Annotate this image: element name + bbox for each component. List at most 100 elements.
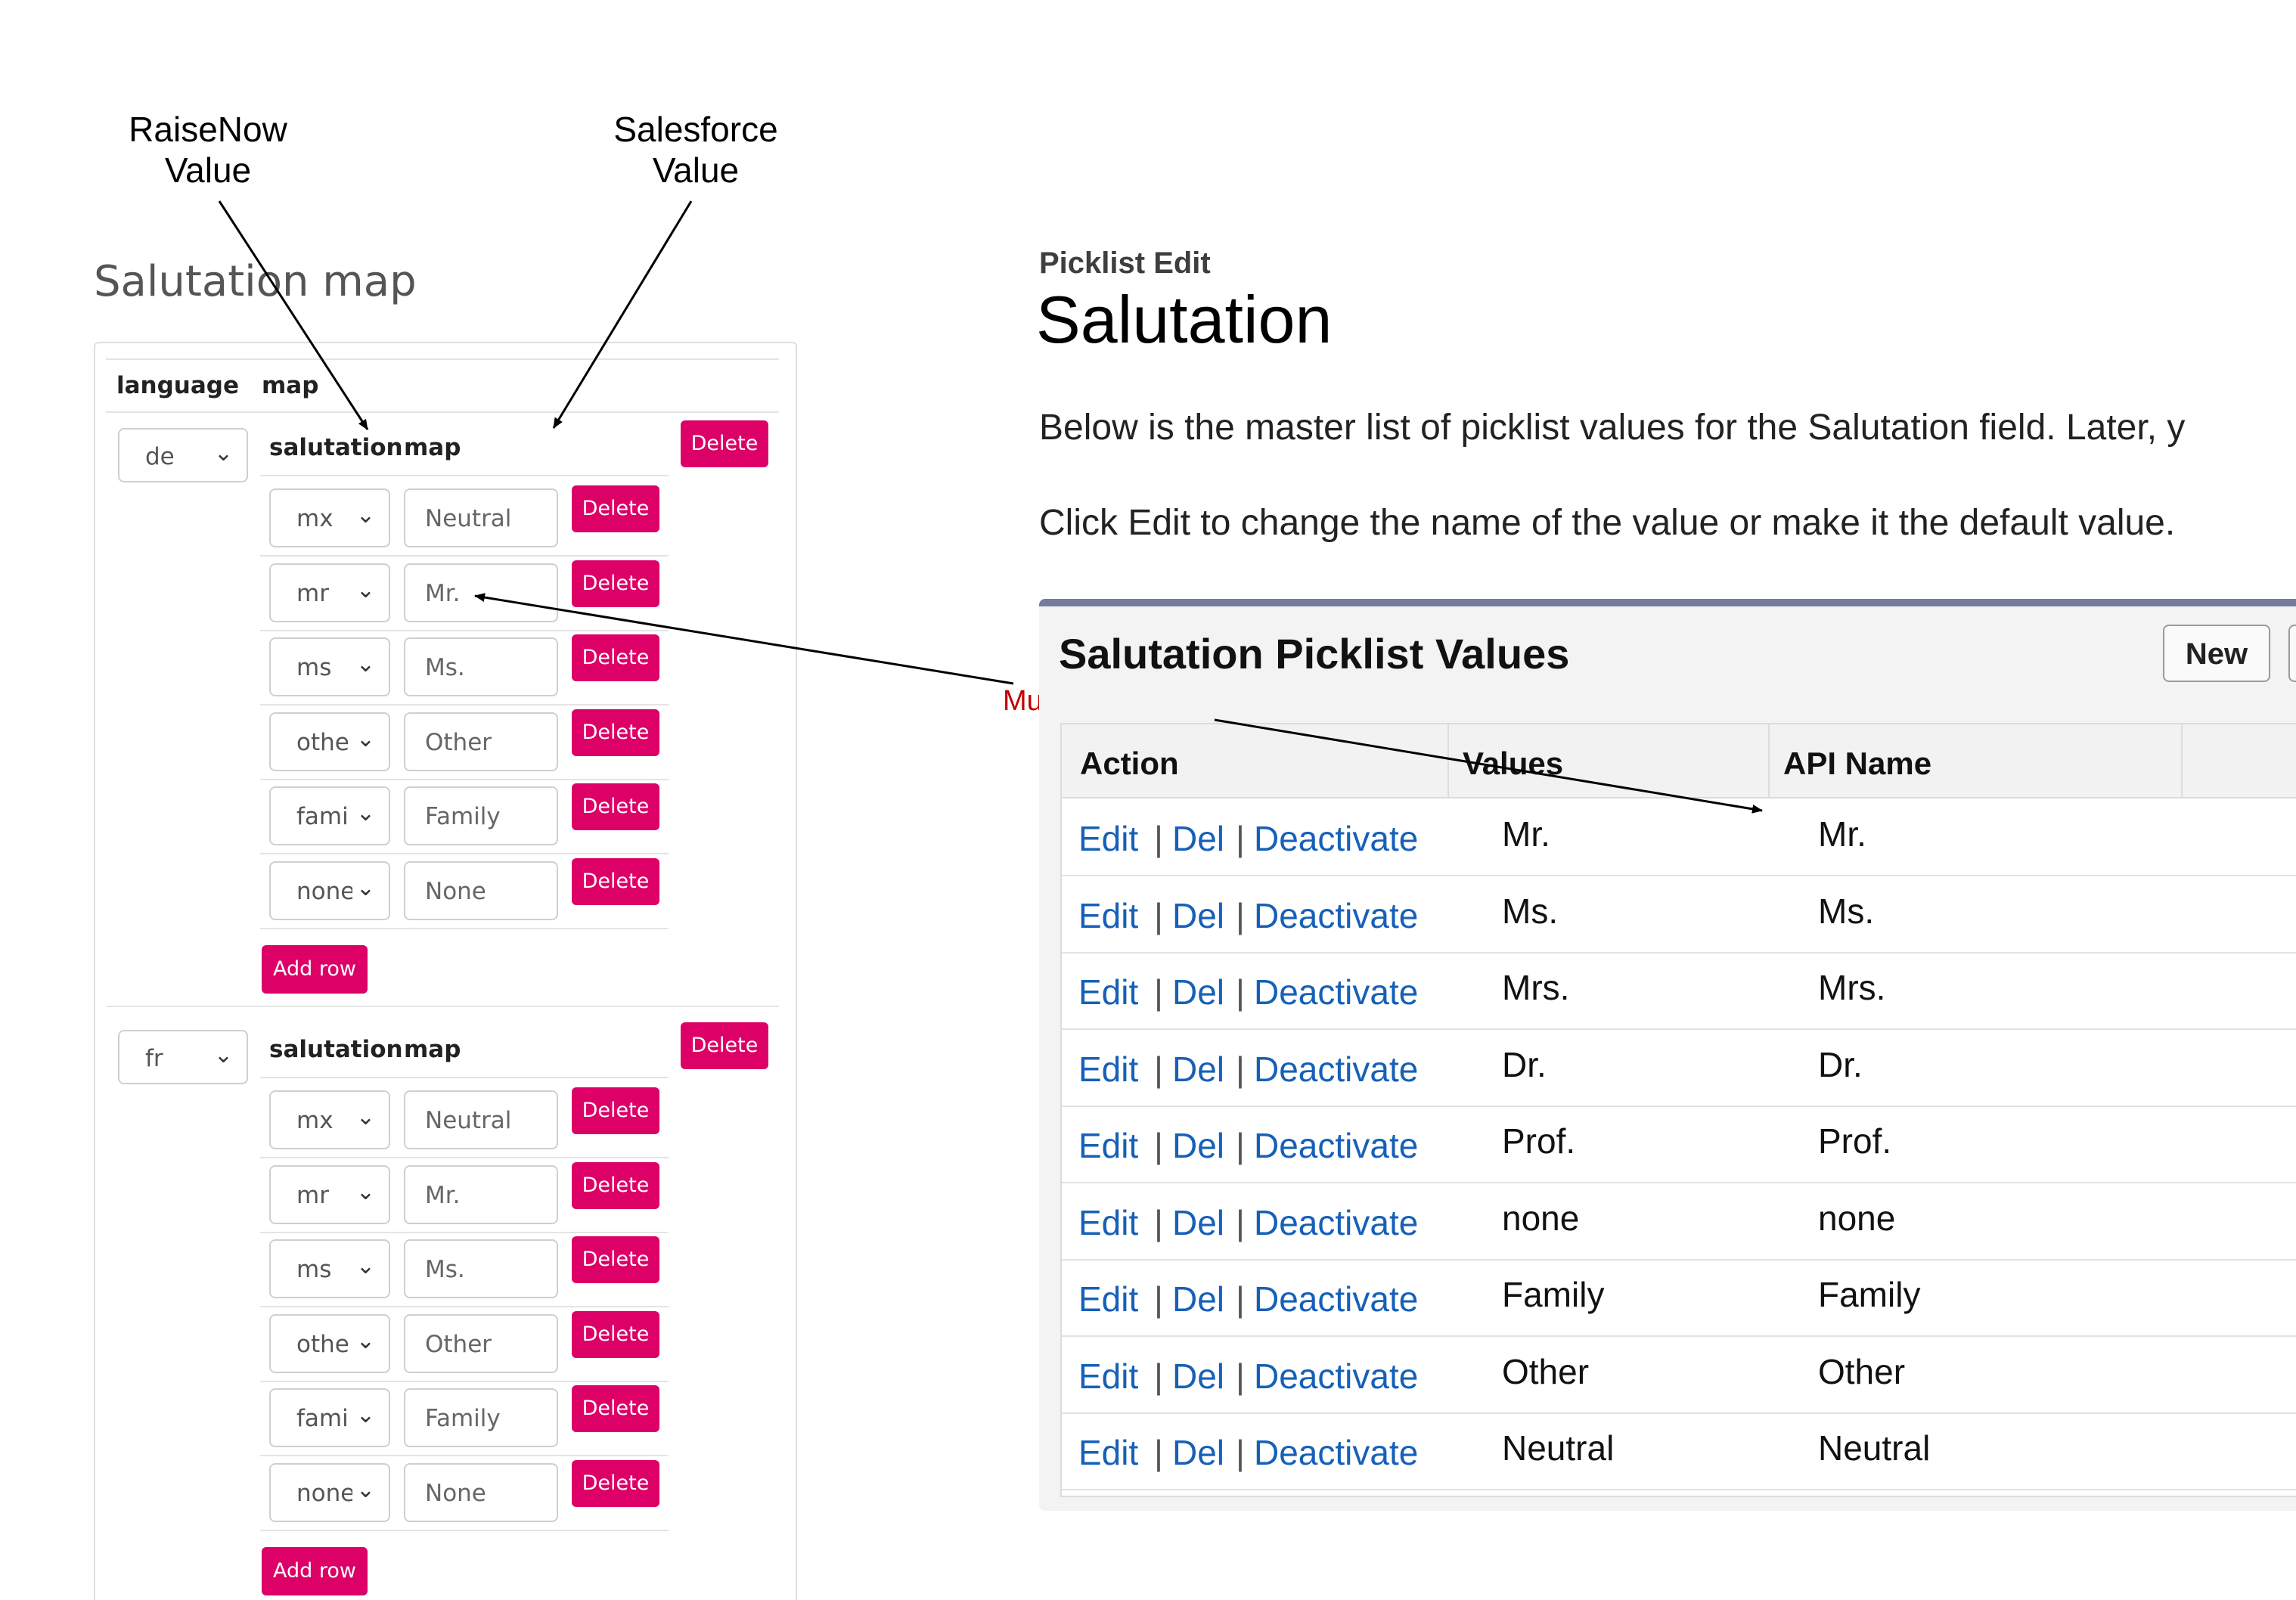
language-select[interactable]: de ⌄ <box>118 428 248 482</box>
salutation-map-input[interactable]: Other <box>404 1313 558 1373</box>
edit-link[interactable]: Edit <box>1078 1279 1139 1319</box>
salutation-key-select[interactable]: fami ⌄ <box>269 786 390 845</box>
salutation-map-input[interactable]: Neutral <box>404 1090 558 1149</box>
language-select[interactable]: fr ⌄ <box>118 1030 248 1084</box>
salutation-map-value: None <box>425 1479 486 1507</box>
salutation-key-select[interactable]: ms ⌄ <box>269 1239 390 1298</box>
deactivate-link[interactable]: Deactivate <box>1254 1433 1419 1472</box>
salutation-key-select[interactable]: none ⌄ <box>269 860 390 920</box>
edit-link[interactable]: Edit <box>1078 1202 1139 1242</box>
card-title: Salutation Picklist Values <box>1059 630 1570 678</box>
salutation-map-input[interactable]: Mr. <box>404 563 558 622</box>
edit-link[interactable]: Edit <box>1078 895 1139 935</box>
delete-row-button[interactable]: Delete <box>572 634 659 681</box>
table-row: Edit | Del | Deactivate Mrs. Mrs. <box>1062 952 2296 1030</box>
edit-link[interactable]: Edit <box>1078 1049 1139 1089</box>
new-button[interactable]: New <box>2163 625 2270 682</box>
salutation-map-input[interactable]: Ms. <box>404 637 558 696</box>
salutation-key-select[interactable]: othe ⌄ <box>269 712 390 771</box>
delete-row-button[interactable]: Delete <box>572 1087 659 1134</box>
del-link[interactable]: Del <box>1172 1356 1225 1396</box>
reorder-button[interactable] <box>2288 625 2296 682</box>
add-row-button[interactable]: Add row <box>262 945 368 994</box>
page-title: Salutation <box>1036 282 1333 357</box>
salutation-map-input[interactable]: None <box>404 1462 558 1522</box>
salutation-key-select[interactable]: othe ⌄ <box>269 1313 390 1373</box>
add-row-button[interactable]: Add row <box>262 1547 368 1595</box>
salutation-key-value: none <box>296 1479 352 1507</box>
salutation-key-select[interactable]: mx ⌄ <box>269 1090 390 1149</box>
salutation-map-input[interactable]: None <box>404 860 558 920</box>
del-link[interactable]: Del <box>1172 895 1225 935</box>
delete-row-button[interactable]: Delete <box>572 560 659 607</box>
separator: | <box>1236 1202 1245 1242</box>
delete-row-button[interactable]: Delete <box>572 857 659 905</box>
chevron-down-icon: ⌄ <box>355 874 375 901</box>
salutation-map-title: Salutation map <box>94 257 417 306</box>
chevron-down-icon: ⌄ <box>355 1402 375 1428</box>
deactivate-link[interactable]: Deactivate <box>1254 972 1419 1012</box>
del-link[interactable]: Del <box>1172 1126 1225 1165</box>
api-name-cell: Dr. <box>1818 1044 1863 1084</box>
delete-language-button[interactable]: Delete <box>681 1022 768 1069</box>
salutation-key-select[interactable]: mr ⌄ <box>269 563 390 622</box>
divider <box>260 927 669 929</box>
delete-row-button[interactable]: Delete <box>572 1459 659 1507</box>
delete-language-button[interactable]: Delete <box>681 420 768 467</box>
separator: | <box>1236 1049 1245 1089</box>
delete-row-button[interactable]: Delete <box>572 1310 659 1358</box>
separator: | <box>1236 1433 1245 1472</box>
table-row: Edit | Del | Deactivate Prof. Prof. <box>1062 1105 2296 1183</box>
salutation-map-input[interactable]: Family <box>404 1388 558 1447</box>
separator: | <box>1236 1126 1245 1165</box>
deactivate-link[interactable]: Deactivate <box>1254 1356 1419 1396</box>
edit-link[interactable]: Edit <box>1078 972 1139 1012</box>
salutation-key-select[interactable]: none ⌄ <box>269 1462 390 1522</box>
value-cell: Prof. <box>1502 1121 1576 1161</box>
table-row: Edit | Del | Deactivate Other Other <box>1062 1336 2296 1414</box>
del-link[interactable]: Del <box>1172 1279 1225 1319</box>
raisenow-value-label: RaiseNow Value <box>121 109 295 191</box>
deactivate-link[interactable]: Deactivate <box>1254 819 1419 858</box>
delete-row-button[interactable]: Delete <box>572 485 659 532</box>
delete-row-button[interactable]: Delete <box>572 1161 659 1209</box>
salutation-map-input[interactable]: Other <box>404 712 558 771</box>
salutation-map-input[interactable]: Family <box>404 786 558 845</box>
salutation-key-select[interactable]: ms ⌄ <box>269 637 390 696</box>
salutation-key-value: ms <box>296 654 332 681</box>
salutation-subheader: salutation <box>269 1036 403 1063</box>
del-link[interactable]: Del <box>1172 819 1225 858</box>
deactivate-link[interactable]: Deactivate <box>1254 1279 1419 1319</box>
del-link[interactable]: Del <box>1172 1049 1225 1089</box>
language-select-value: fr <box>145 1045 163 1072</box>
delete-row-button[interactable]: Delete <box>572 1385 659 1432</box>
delete-row-button[interactable]: Delete <box>572 783 659 830</box>
edit-link[interactable]: Edit <box>1078 1433 1139 1472</box>
del-link[interactable]: Del <box>1172 972 1225 1012</box>
column-separator <box>1447 724 1449 797</box>
chevron-down-icon: ⌄ <box>355 800 375 826</box>
raisenow-label-line2: Value <box>164 150 252 190</box>
delete-row-button[interactable]: Delete <box>572 1236 659 1283</box>
divider <box>106 1006 779 1007</box>
deactivate-link[interactable]: Deactivate <box>1254 1049 1419 1089</box>
del-link[interactable]: Del <box>1172 1202 1225 1242</box>
raisenow-label-line1: RaiseNow <box>129 110 287 149</box>
salutation-map-input[interactable]: Neutral <box>404 488 558 547</box>
salutation-key-select[interactable]: mr ⌄ <box>269 1164 390 1224</box>
delete-row-button[interactable]: Delete <box>572 709 659 756</box>
del-link[interactable]: Del <box>1172 1433 1225 1472</box>
deactivate-link[interactable]: Deactivate <box>1254 895 1419 935</box>
salutation-map-input[interactable]: Ms. <box>404 1239 558 1298</box>
salutation-key-select[interactable]: fami ⌄ <box>269 1388 390 1447</box>
salutation-map-input[interactable]: Mr. <box>404 1164 558 1224</box>
edit-link[interactable]: Edit <box>1078 1126 1139 1165</box>
divider <box>260 1455 669 1456</box>
salutation-key-select[interactable]: mx ⌄ <box>269 488 390 547</box>
edit-link[interactable]: Edit <box>1078 1356 1139 1396</box>
deactivate-link[interactable]: Deactivate <box>1254 1126 1419 1165</box>
edit-link[interactable]: Edit <box>1078 819 1139 858</box>
deactivate-link[interactable]: Deactivate <box>1254 1202 1419 1242</box>
value-cell: Other <box>1502 1351 1590 1391</box>
divider <box>260 475 669 476</box>
